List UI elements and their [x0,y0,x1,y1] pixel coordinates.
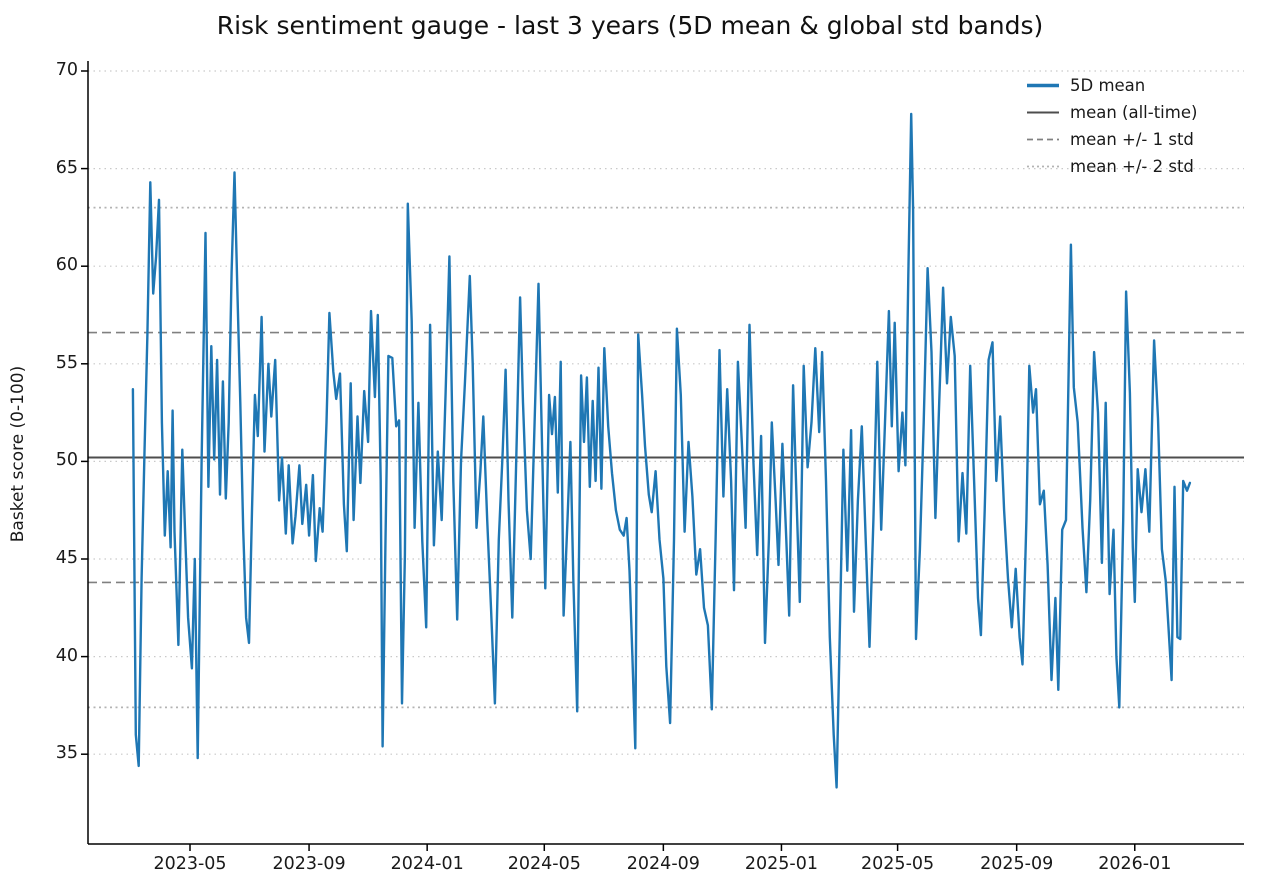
x-tick-label-2024-01: 2024-01 [390,854,464,874]
legend-label-mean: mean (all-time) [1070,103,1198,122]
legend-line-mean-1std-icon [1027,138,1059,141]
legend: 5D mean mean (all-time) mean +/- 1 std m… [1026,72,1244,180]
y-tick-label-55: 55 [55,352,78,373]
legend-item-mean-2std: mean +/- 2 std [1026,153,1244,180]
legend-item-5d-mean: 5D mean [1026,72,1244,99]
legend-line-mean-2std-icon [1027,165,1059,168]
y-tick-label-70: 70 [55,60,78,80]
series-5d-mean [131,112,1192,789]
y-tick-label-35: 35 [55,743,78,764]
x-tick-label-2026-01: 2026-01 [1098,854,1172,874]
y-tick-label-45: 45 [55,548,78,568]
legend-label-mean-1std: mean +/- 1 std [1070,130,1194,149]
legend-line-mean-icon [1027,111,1059,114]
legend-item-mean-1std: mean +/- 1 std [1026,126,1244,153]
x-tick-label-2024-09: 2024-09 [626,854,700,874]
legend-line-5d-mean-icon [1027,83,1059,88]
chart-title: Risk sentiment gauge - last 3 years (5D … [216,11,1044,40]
y-tick-label-60: 60 [55,255,78,276]
legend-label-mean-2std: mean +/- 2 std [1070,157,1194,176]
x-tick-label-2023-09: 2023-09 [272,854,346,874]
y-tick-label-40: 40 [55,645,78,666]
x-tick-label-2025-05: 2025-05 [861,854,935,874]
legend-item-mean: mean (all-time) [1026,99,1244,126]
x-tick-label-2025-01: 2025-01 [744,854,818,874]
x-tick-label-2024-05: 2024-05 [507,854,581,874]
y-tick-label-50: 50 [55,450,78,471]
legend-label-5d-mean: 5D mean [1070,76,1146,95]
y-axis-label: Basket score (0-100) [8,365,28,543]
x-tick-label-2025-09: 2025-09 [980,854,1054,874]
x-tick-label-2023-05: 2023-05 [153,854,227,874]
y-tick-label-65: 65 [55,157,78,178]
